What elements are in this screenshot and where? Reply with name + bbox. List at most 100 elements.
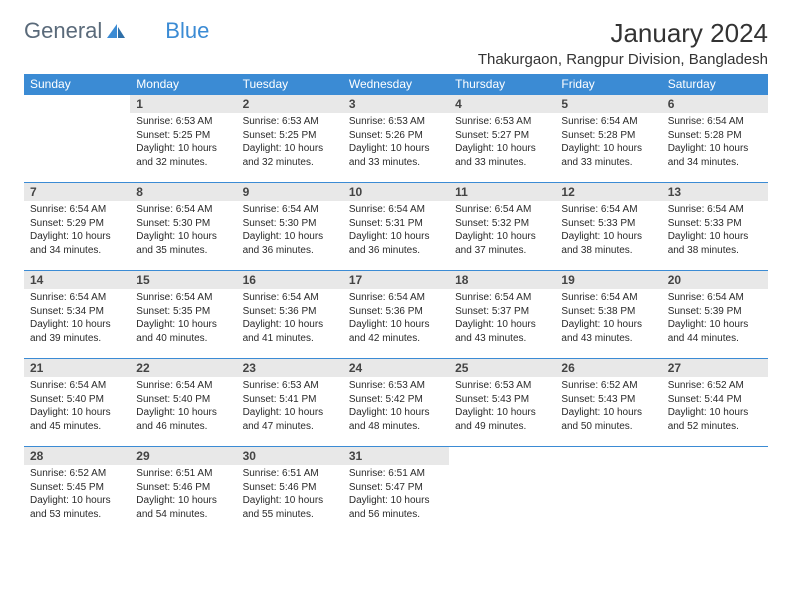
dow-wed: Wednesday	[343, 74, 449, 95]
day-cell: 1 Sunrise: 6:53 AMSunset: 5:25 PMDaylight…	[130, 95, 236, 183]
day-cell: 22 Sunrise: 6:54 AMSunset: 5:40 PMDayligh…	[130, 359, 236, 447]
calendar-table: Sunday Monday Tuesday Wednesday Thursday…	[24, 74, 768, 535]
dow-mon: Monday	[130, 74, 236, 95]
day-cell: 4 Sunrise: 6:53 AMSunset: 5:27 PMDaylight…	[449, 95, 555, 183]
day-info: Sunrise: 6:54 AMSunset: 5:40 PMDaylight:…	[136, 379, 230, 433]
dow-thu: Thursday	[449, 74, 555, 95]
dow-fri: Friday	[555, 74, 661, 95]
day-number: 26	[555, 359, 661, 377]
day-cell: 18 Sunrise: 6:54 AMSunset: 5:37 PMDayligh…	[449, 271, 555, 359]
day-cell: 23Sunrise: 6:53 AMSunset: 5:41 PMDayligh…	[237, 359, 343, 447]
day-number: 1	[130, 95, 236, 113]
day-number: 10	[343, 183, 449, 201]
day-info: Sunrise: 6:51 AMSunset: 5:46 PMDaylight:…	[243, 467, 337, 521]
day-number: 11	[449, 183, 555, 201]
month-title: January 2024	[478, 18, 768, 49]
day-number: 3	[343, 95, 449, 113]
day-number: 21	[24, 359, 130, 377]
day-number: 15	[130, 271, 236, 289]
day-cell: 10 Sunrise: 6:54 AMSunset: 5:31 PMDayligh…	[343, 183, 449, 271]
calendar-body: 1 Sunrise: 6:53 AMSunset: 5:25 PMDaylight…	[24, 95, 768, 535]
day-cell: 14 Sunrise: 6:54 AMSunset: 5:34 PMDayligh…	[24, 271, 130, 359]
brand-text-1: General	[24, 18, 102, 44]
day-number: 13	[662, 183, 768, 201]
day-number: 12	[555, 183, 661, 201]
day-number: 19	[555, 271, 661, 289]
day-number: 27	[662, 359, 768, 377]
day-info: Sunrise: 6:52 AMSunset: 5:43 PMDaylight:…	[561, 379, 655, 433]
day-cell: 26 Sunrise: 6:52 AMSunset: 5:43 PMDayligh…	[555, 359, 661, 447]
day-number: 5	[555, 95, 661, 113]
day-info: Sunrise: 6:54 AMSunset: 5:28 PMDaylight:…	[561, 115, 655, 169]
day-number: 29	[130, 447, 236, 465]
day-cell: 7 Sunrise: 6:54 AMSunset: 5:29 PMDaylight…	[24, 183, 130, 271]
dow-sun: Sunday	[24, 74, 130, 95]
day-number: 17	[343, 271, 449, 289]
day-info: Sunrise: 6:54 AMSunset: 5:33 PMDaylight:…	[561, 203, 655, 257]
day-number: 31	[343, 447, 449, 465]
day-info: Sunrise: 6:53 AMSunset: 5:42 PMDaylight:…	[349, 379, 443, 433]
day-cell: 17 Sunrise: 6:54 AMSunset: 5:36 PMDayligh…	[343, 271, 449, 359]
day-cell: 13 Sunrise: 6:54 AMSunset: 5:33 PMDayligh…	[662, 183, 768, 271]
day-cell: 3 Sunrise: 6:53 AMSunset: 5:26 PMDaylight…	[343, 95, 449, 183]
day-info: Sunrise: 6:54 AMSunset: 5:36 PMDaylight:…	[349, 291, 443, 345]
day-info: Sunrise: 6:51 AMSunset: 5:47 PMDaylight:…	[349, 467, 443, 521]
day-number: 6	[662, 95, 768, 113]
brand-text-2: Blue	[165, 18, 209, 44]
day-info: Sunrise: 6:53 AMSunset: 5:26 PMDaylight:…	[349, 115, 443, 169]
empty-cell	[24, 95, 130, 183]
day-number: 4	[449, 95, 555, 113]
day-number: 24	[343, 359, 449, 377]
day-info: Sunrise: 6:53 AMSunset: 5:41 PMDaylight:…	[243, 379, 337, 433]
weekday-header-row: Sunday Monday Tuesday Wednesday Thursday…	[24, 74, 768, 95]
day-number: 25	[449, 359, 555, 377]
day-cell: 27 Sunrise: 6:52 AMSunset: 5:44 PMDayligh…	[662, 359, 768, 447]
calendar-week-row: 14 Sunrise: 6:54 AMSunset: 5:34 PMDayligh…	[24, 271, 768, 359]
day-info: Sunrise: 6:54 AMSunset: 5:36 PMDaylight:…	[243, 291, 337, 345]
day-cell: 5 Sunrise: 6:54 AMSunset: 5:28 PMDaylight…	[555, 95, 661, 183]
day-info: Sunrise: 6:54 AMSunset: 5:32 PMDaylight:…	[455, 203, 549, 257]
day-number: 20	[662, 271, 768, 289]
day-cell: 28Sunrise: 6:52 AMSunset: 5:45 PMDayligh…	[24, 447, 130, 535]
day-number: 2	[237, 95, 343, 113]
calendar-week-row: 1 Sunrise: 6:53 AMSunset: 5:25 PMDaylight…	[24, 95, 768, 183]
day-info: Sunrise: 6:51 AMSunset: 5:46 PMDaylight:…	[136, 467, 230, 521]
day-number: 16	[237, 271, 343, 289]
location-text: Thakurgaon, Rangpur Division, Bangladesh	[478, 51, 768, 68]
day-info: Sunrise: 6:53 AMSunset: 5:25 PMDaylight:…	[136, 115, 230, 169]
day-number: 18	[449, 271, 555, 289]
day-cell: 19Sunrise: 6:54 AMSunset: 5:38 PMDayligh…	[555, 271, 661, 359]
day-cell: 29 Sunrise: 6:51 AMSunset: 5:46 PMDayligh…	[130, 447, 236, 535]
sail-icon	[105, 22, 127, 40]
day-cell: 20Sunrise: 6:54 AMSunset: 5:39 PMDayligh…	[662, 271, 768, 359]
title-block: January 2024 Thakurgaon, Rangpur Divisio…	[478, 18, 768, 68]
day-number: 14	[24, 271, 130, 289]
brand-logo: General Blue	[24, 18, 209, 44]
day-info: Sunrise: 6:54 AMSunset: 5:28 PMDaylight:…	[668, 115, 762, 169]
day-cell: 6 Sunrise: 6:54 AMSunset: 5:28 PMDaylight…	[662, 95, 768, 183]
day-cell: 11 Sunrise: 6:54 AMSunset: 5:32 PMDayligh…	[449, 183, 555, 271]
day-number: 22	[130, 359, 236, 377]
day-info: Sunrise: 6:52 AMSunset: 5:44 PMDaylight:…	[668, 379, 762, 433]
day-info: Sunrise: 6:54 AMSunset: 5:31 PMDaylight:…	[349, 203, 443, 257]
dow-sat: Saturday	[662, 74, 768, 95]
empty-cell	[555, 447, 661, 535]
day-cell: 31 Sunrise: 6:51 AMSunset: 5:47 PMDayligh…	[343, 447, 449, 535]
day-cell: 2 Sunrise: 6:53 AMSunset: 5:25 PMDaylight…	[237, 95, 343, 183]
day-info: Sunrise: 6:54 AMSunset: 5:34 PMDaylight:…	[30, 291, 124, 345]
day-cell: 15Sunrise: 6:54 AMSunset: 5:35 PMDayligh…	[130, 271, 236, 359]
day-number: 7	[24, 183, 130, 201]
day-cell: 12 Sunrise: 6:54 AMSunset: 5:33 PMDayligh…	[555, 183, 661, 271]
day-info: Sunrise: 6:53 AMSunset: 5:43 PMDaylight:…	[455, 379, 549, 433]
day-info: Sunrise: 6:53 AMSunset: 5:25 PMDaylight:…	[243, 115, 337, 169]
day-info: Sunrise: 6:52 AMSunset: 5:45 PMDaylight:…	[30, 467, 124, 521]
day-number: 8	[130, 183, 236, 201]
calendar-week-row: 21 Sunrise: 6:54 AMSunset: 5:40 PMDayligh…	[24, 359, 768, 447]
day-cell: 30Sunrise: 6:51 AMSunset: 5:46 PMDayligh…	[237, 447, 343, 535]
day-info: Sunrise: 6:54 AMSunset: 5:29 PMDaylight:…	[30, 203, 124, 257]
day-info: Sunrise: 6:53 AMSunset: 5:27 PMDaylight:…	[455, 115, 549, 169]
day-cell: 16 Sunrise: 6:54 AMSunset: 5:36 PMDayligh…	[237, 271, 343, 359]
calendar-week-row: 7 Sunrise: 6:54 AMSunset: 5:29 PMDaylight…	[24, 183, 768, 271]
day-info: Sunrise: 6:54 AMSunset: 5:33 PMDaylight:…	[668, 203, 762, 257]
day-info: Sunrise: 6:54 AMSunset: 5:37 PMDaylight:…	[455, 291, 549, 345]
